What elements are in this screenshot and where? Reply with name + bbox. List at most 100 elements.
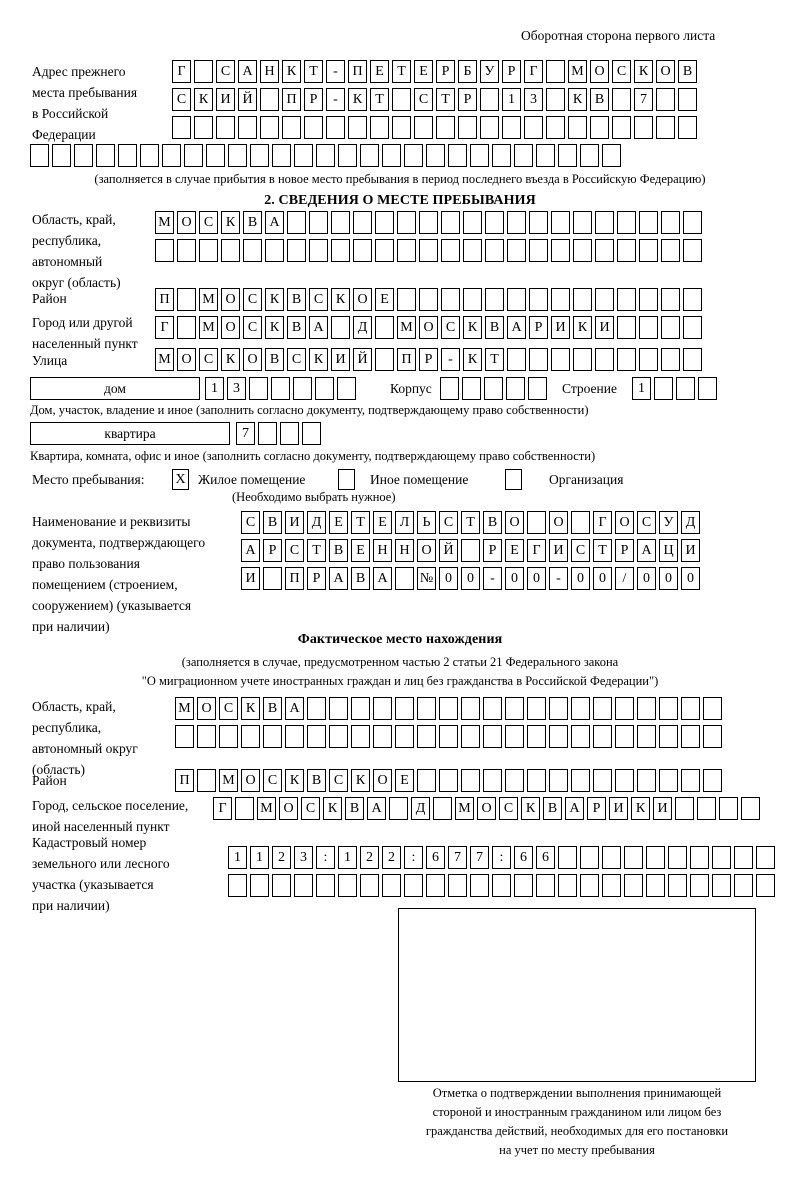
s2-doc-r2-cell-3[interactable]: С [285,539,304,562]
s3-cadastral-r1-cell-25[interactable] [756,846,775,869]
s2-district-cell-6[interactable]: К [265,288,284,311]
s2-region-r2-cell-22[interactable] [617,239,636,262]
s3-district-cell-15[interactable] [483,769,502,792]
s2-city-cell-22[interactable] [617,316,636,339]
prev-address-r2-cell-4[interactable]: Й [238,88,257,111]
s3-cadastral-r1-cell-16[interactable] [558,846,577,869]
s2-doc-r3-cell-5[interactable]: А [329,567,348,590]
prev-address-r4-cell-25[interactable] [558,144,577,167]
s3-region-r1-cell-5[interactable]: В [263,697,282,720]
s3-region-r2-cell-11[interactable] [395,725,414,748]
s3-region-r2-cell-19[interactable] [571,725,590,748]
s2-region-r1-cell-11[interactable] [375,211,394,234]
s3-region-r2-cell-23[interactable] [659,725,678,748]
s2-district-cell-17[interactable] [507,288,526,311]
s2-region-r2-cell-1[interactable] [155,239,174,262]
s2-korpus-cell-2[interactable] [462,377,481,400]
s3-cadastral-r2-cell-22[interactable] [690,874,709,897]
s2-region-r1-cell-15[interactable] [463,211,482,234]
s2-district-cell-5[interactable]: С [243,288,262,311]
s3-region-r1-cell-16[interactable] [505,697,524,720]
s3-city-cell-11[interactable] [433,797,452,820]
s2-district-cell-25[interactable] [683,288,702,311]
s3-district-cell-17[interactable] [527,769,546,792]
prev-address-r1-cell-14[interactable]: Б [458,60,477,83]
s3-region-r2-cell-21[interactable] [615,725,634,748]
s3-cadastral-r1-cell-14[interactable]: 6 [514,846,533,869]
flat-number-row[interactable]: 7 [236,422,321,445]
s2-region-r1-cell-1[interactable]: М [155,211,174,234]
s3-cadastral-r1-cell-9[interactable]: : [404,846,423,869]
prev-address-r4-cell-11[interactable] [250,144,269,167]
s3-cadastral-r2-cell-25[interactable] [756,874,775,897]
s3-region-r1-cell-3[interactable]: С [219,697,238,720]
s2-doc-r3-cell-4[interactable]: Р [307,567,326,590]
s3-district-cell-16[interactable] [505,769,524,792]
s2-region-r1-cell-10[interactable] [353,211,372,234]
s2-district-cell-7[interactable]: В [287,288,306,311]
prev-address-r2-cell-10[interactable]: Т [370,88,389,111]
prev-address-r4-cell-7[interactable] [162,144,181,167]
s2-region-r2-cell-12[interactable] [397,239,416,262]
s2-district-cell-3[interactable]: М [199,288,218,311]
s2-flat-cell-3[interactable] [280,422,299,445]
s2-region-r2-cell-18[interactable] [529,239,548,262]
s2-street-cell-13[interactable]: Р [419,348,438,371]
s2-district-cell-21[interactable] [595,288,614,311]
s3-region-r2-cell-5[interactable] [263,725,282,748]
s2-korpus-cell-1[interactable] [440,377,459,400]
s3-district-cell-7[interactable]: В [307,769,326,792]
prev-address-r1-cell-15[interactable]: У [480,60,499,83]
s3-region-r2-cell-15[interactable] [483,725,502,748]
s3-region-r2-cell-18[interactable] [549,725,568,748]
prev-address-r4-cell-26[interactable] [580,144,599,167]
s3-cadastral-r2-cell-19[interactable] [624,874,643,897]
s3-cadastral-r2-cell-20[interactable] [646,874,665,897]
s3-cadastral-r2-cell-9[interactable] [404,874,423,897]
s2-city-cell-10[interactable]: Д [353,316,372,339]
s3-district-cell-10[interactable]: О [373,769,392,792]
s2-doc-r1-cell-14[interactable] [527,511,546,534]
s3-cadastral-r1-cell-10[interactable]: 6 [426,846,445,869]
s2-doc-r1-cell-2[interactable]: В [263,511,282,534]
s3-city-cell-1[interactable]: Г [213,797,232,820]
prev-address-r1-cell-19[interactable]: М [568,60,587,83]
s2-region-r1-cell-3[interactable]: С [199,211,218,234]
s2-district-cell-18[interactable] [529,288,548,311]
s3-cadastral-row-2[interactable] [228,874,775,897]
s3-city-cell-10[interactable]: Д [411,797,430,820]
s2-district-cell-10[interactable]: О [353,288,372,311]
s3-cadastral-r1-cell-20[interactable] [646,846,665,869]
prev-address-r1-cell-10[interactable]: Е [370,60,389,83]
s3-region-r1-cell-15[interactable] [483,697,502,720]
s3-district-cell-5[interactable]: С [263,769,282,792]
prev-address-r4-cell-19[interactable] [426,144,445,167]
s2-street-cell-4[interactable]: К [221,348,240,371]
s2-doc-r3-cell-15[interactable]: - [549,567,568,590]
s2-region-r2-cell-14[interactable] [441,239,460,262]
prev-address-row-4[interactable] [30,144,621,167]
stamp-box[interactable] [398,908,756,1082]
s3-district-cell-19[interactable] [571,769,590,792]
s2-doc-r3-cell-19[interactable]: 0 [637,567,656,590]
s3-city-cell-7[interactable]: В [345,797,364,820]
s2-stroenie-cell-1[interactable]: 1 [632,377,651,400]
s3-district-cell-23[interactable] [659,769,678,792]
s2-house-cell-2[interactable]: 3 [227,377,246,400]
s3-district-cell-2[interactable] [197,769,216,792]
s3-region-r2-cell-25[interactable] [703,725,722,748]
prev-address-r3-cell-5[interactable] [260,116,279,139]
prev-address-r4-cell-4[interactable] [96,144,115,167]
s3-city-cell-14[interactable]: С [499,797,518,820]
s2-stroenie-cell-3[interactable] [676,377,695,400]
prev-address-r1-cell-3[interactable]: С [216,60,235,83]
s2-doc-r2-cell-10[interactable]: Й [439,539,458,562]
s3-cadastral-r1-cell-15[interactable]: 6 [536,846,555,869]
prev-address-r1-cell-11[interactable]: Т [392,60,411,83]
s3-district-cell-14[interactable] [461,769,480,792]
s2-street-cell-5[interactable]: О [243,348,262,371]
